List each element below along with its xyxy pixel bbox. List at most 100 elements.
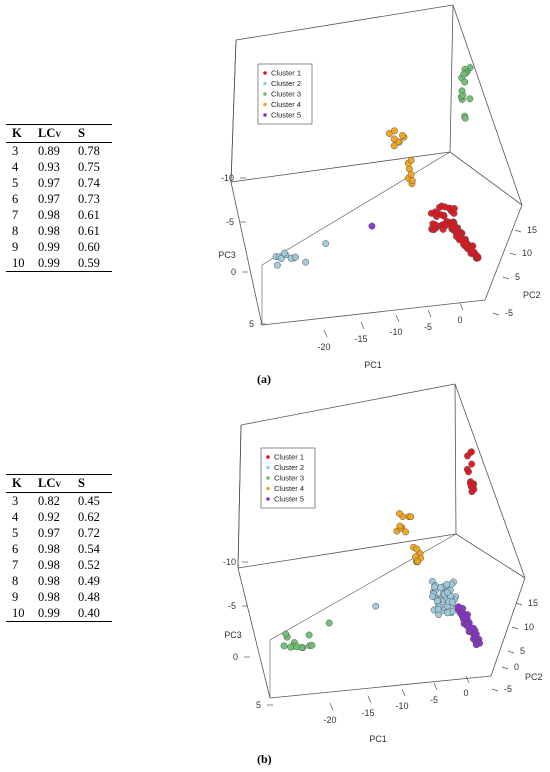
data-point-cluster-2 bbox=[443, 581, 451, 588]
legend-label: Cluster 3 bbox=[271, 90, 301, 99]
table-row: 6 0.97 0.73 bbox=[6, 191, 112, 207]
data-point-cluster-4 bbox=[390, 135, 398, 143]
cell-k: 8 bbox=[12, 573, 19, 588]
data-point-cluster-2 bbox=[449, 598, 457, 606]
legend-marker-cluster-4 bbox=[263, 102, 267, 107]
data-point-cluster-2 bbox=[273, 261, 281, 269]
data-point-cluster-4 bbox=[402, 528, 410, 536]
cell-k: 9 bbox=[12, 239, 19, 254]
tick-mark bbox=[433, 682, 438, 691]
tick-mark bbox=[502, 276, 510, 280]
tick-mark bbox=[323, 329, 328, 338]
axis-label-pc1: PC1 bbox=[369, 734, 387, 744]
cell-lcv: 0.97 bbox=[38, 175, 60, 190]
tick-label-pc2: -5 bbox=[505, 308, 513, 318]
header-k: K bbox=[12, 476, 22, 490]
legend-label: Cluster 4 bbox=[274, 484, 304, 493]
cell-s: 0.54 bbox=[78, 541, 100, 556]
tick-label-pc2: 10 bbox=[522, 248, 532, 258]
tick-label-pc1: -5 bbox=[424, 322, 432, 332]
tick-label-pc3: 0 bbox=[233, 652, 238, 662]
data-point-cluster-4 bbox=[396, 510, 403, 518]
box-edge bbox=[490, 577, 526, 677]
data-point-cluster-3 bbox=[305, 631, 313, 639]
tick-label-pc2: 0 bbox=[514, 662, 519, 672]
legend-marker-cluster-2 bbox=[263, 81, 267, 86]
axis-label-pc2: PC2 bbox=[525, 672, 543, 682]
tick-mark bbox=[511, 626, 519, 630]
data-point-cluster-2 bbox=[434, 605, 442, 613]
data-point-cluster-2 bbox=[277, 255, 285, 263]
tick-mark bbox=[395, 314, 400, 323]
tick-mark bbox=[401, 688, 406, 697]
data-point-cluster-3 bbox=[293, 643, 301, 651]
tick-label-pc2: 10 bbox=[524, 622, 534, 632]
cell-lcv: 0.97 bbox=[38, 191, 60, 206]
tick-label-pc1: 0 bbox=[457, 315, 462, 325]
data-point-cluster-2 bbox=[431, 583, 438, 591]
data-point-cluster-4 bbox=[399, 132, 406, 139]
tick-mark bbox=[507, 650, 515, 654]
data-point-cluster-4 bbox=[407, 156, 415, 164]
tick-label-pc1: -10 bbox=[389, 327, 402, 337]
cell-s: 0.73 bbox=[78, 191, 100, 206]
tick-label-pc3: -5 bbox=[226, 217, 234, 227]
axis-label-pc2: PC2 bbox=[523, 290, 541, 300]
data-point-cluster-2 bbox=[322, 240, 330, 248]
header-lcv: LCV bbox=[38, 476, 62, 490]
scatter-plot-a: -10 -5 0 5 -20 -15 -10 -5 0 15 10 5 -5 PC3 PC1 PC2 Clust… bbox=[218, 4, 541, 370]
tick-label-pc3: 0 bbox=[231, 267, 236, 277]
tick-mark bbox=[427, 309, 432, 318]
legend-marker-cluster-5 bbox=[266, 497, 270, 501]
data-point-cluster-3 bbox=[459, 91, 467, 99]
cell-s: 0.52 bbox=[78, 557, 100, 572]
data-point-cluster-5 bbox=[472, 641, 480, 649]
cell-s: 0.62 bbox=[78, 509, 100, 524]
cell-lcv: 0.98 bbox=[38, 223, 60, 238]
cell-s: 0.72 bbox=[78, 525, 100, 540]
box-edge bbox=[449, 4, 454, 153]
cell-k: 3 bbox=[12, 143, 19, 158]
tick-label-pc3: -10 bbox=[223, 557, 236, 567]
box-edge bbox=[449, 151, 523, 206]
tick-mark bbox=[491, 688, 499, 692]
data-point-cluster-4 bbox=[413, 545, 421, 553]
axis-label-pc1: PC1 bbox=[364, 360, 382, 370]
cell-lcv: 0.92 bbox=[38, 509, 60, 524]
data-point-cluster-3 bbox=[282, 630, 290, 638]
data-point-cluster-1 bbox=[437, 211, 445, 219]
table-row: 8 0.98 0.49 bbox=[6, 573, 112, 589]
cell-k: 8 bbox=[12, 223, 19, 238]
data-point-cluster-4 bbox=[408, 177, 416, 185]
legend-marker-cluster-5 bbox=[263, 113, 267, 117]
tick-mark bbox=[360, 321, 365, 330]
data-point-cluster-1 bbox=[468, 460, 476, 468]
legend-marker-cluster-2 bbox=[266, 465, 270, 470]
tick-label-pc2: 15 bbox=[527, 225, 537, 235]
box-edge bbox=[484, 204, 523, 301]
legend-label: Cluster 5 bbox=[271, 111, 301, 120]
table-row: 10 0.99 0.59 bbox=[6, 255, 112, 272]
cell-s: 0.74 bbox=[78, 175, 100, 190]
cell-lcv: 0.98 bbox=[38, 541, 60, 556]
tick-mark bbox=[492, 312, 500, 316]
table-row: 9 0.98 0.48 bbox=[6, 589, 112, 605]
tick-mark bbox=[459, 302, 464, 311]
data-point-cluster-5 bbox=[470, 624, 477, 632]
table-row: 5 0.97 0.72 bbox=[6, 525, 112, 541]
cell-k: 4 bbox=[12, 509, 19, 524]
cell-s: 0.75 bbox=[78, 159, 100, 174]
data-point-cluster-4 bbox=[390, 142, 398, 150]
cell-lcv: 0.89 bbox=[38, 143, 60, 158]
data-point-cluster-2 bbox=[302, 258, 310, 266]
cell-k: 3 bbox=[12, 493, 19, 508]
cell-lcv: 0.99 bbox=[38, 239, 60, 254]
caption-a: (a) bbox=[257, 372, 271, 386]
table-panel-a: K LCV S 3 0.89 0.78 4 0.93 0.75 5 0.97 0.74 6 0.97… bbox=[6, 124, 112, 272]
data-point-cluster-3 bbox=[280, 642, 288, 650]
table-row: 9 0.99 0.60 bbox=[6, 239, 112, 255]
tick-label-pc1: -15 bbox=[361, 708, 374, 718]
tick-label-pc3: -5 bbox=[228, 601, 236, 611]
cell-s: 0.40 bbox=[78, 605, 100, 620]
data-point-cluster-1 bbox=[453, 233, 460, 241]
